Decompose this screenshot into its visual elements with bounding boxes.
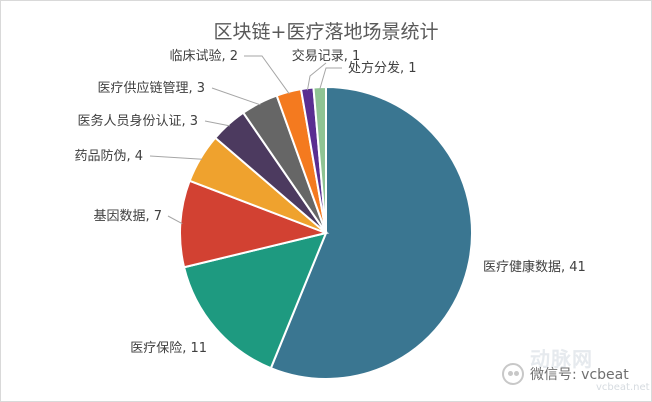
pie-slice-2	[182, 231, 328, 370]
slice-label-5: 医务人员身份认证, 3	[77, 113, 198, 129]
leader-line-6	[211, 87, 261, 106]
leader-line-3	[167, 215, 183, 225]
leader-line-5	[204, 120, 230, 127]
slice-label-3: 基因数据, 7	[93, 209, 162, 224]
pie-slice-1	[269, 85, 473, 380]
pie-slice-3	[179, 179, 330, 269]
wechat-icon	[502, 363, 524, 385]
leader-line-7	[244, 55, 290, 95]
slice-label-9: 处方分发, 1	[348, 60, 417, 76]
slice-label-1: 医疗健康数据, 41	[483, 259, 586, 275]
leader-line-9	[319, 67, 342, 90]
slice-label-8: 交易记录, 1	[292, 48, 361, 64]
leader-line-8	[306, 62, 327, 91]
leader-line-4	[149, 155, 203, 160]
watermark-wechat-id: 微信号: vcbeat	[530, 367, 629, 383]
slice-label-2: 医疗保险, 11	[130, 341, 207, 356]
slice-label-4: 药品防伪, 4	[74, 148, 143, 164]
chart-title: 区块链+医疗落地场景统计	[214, 21, 439, 43]
slice-label-7: 临床试验, 2	[169, 48, 238, 64]
watermark: 微信号: vcbeat	[502, 358, 629, 390]
pie-slice-9	[312, 85, 327, 234]
slice-label-6: 医疗供应链管理, 3	[97, 80, 205, 96]
watermark-brand: 动脉网	[530, 347, 593, 371]
watermark-url: vcbeat.net	[596, 382, 650, 393]
